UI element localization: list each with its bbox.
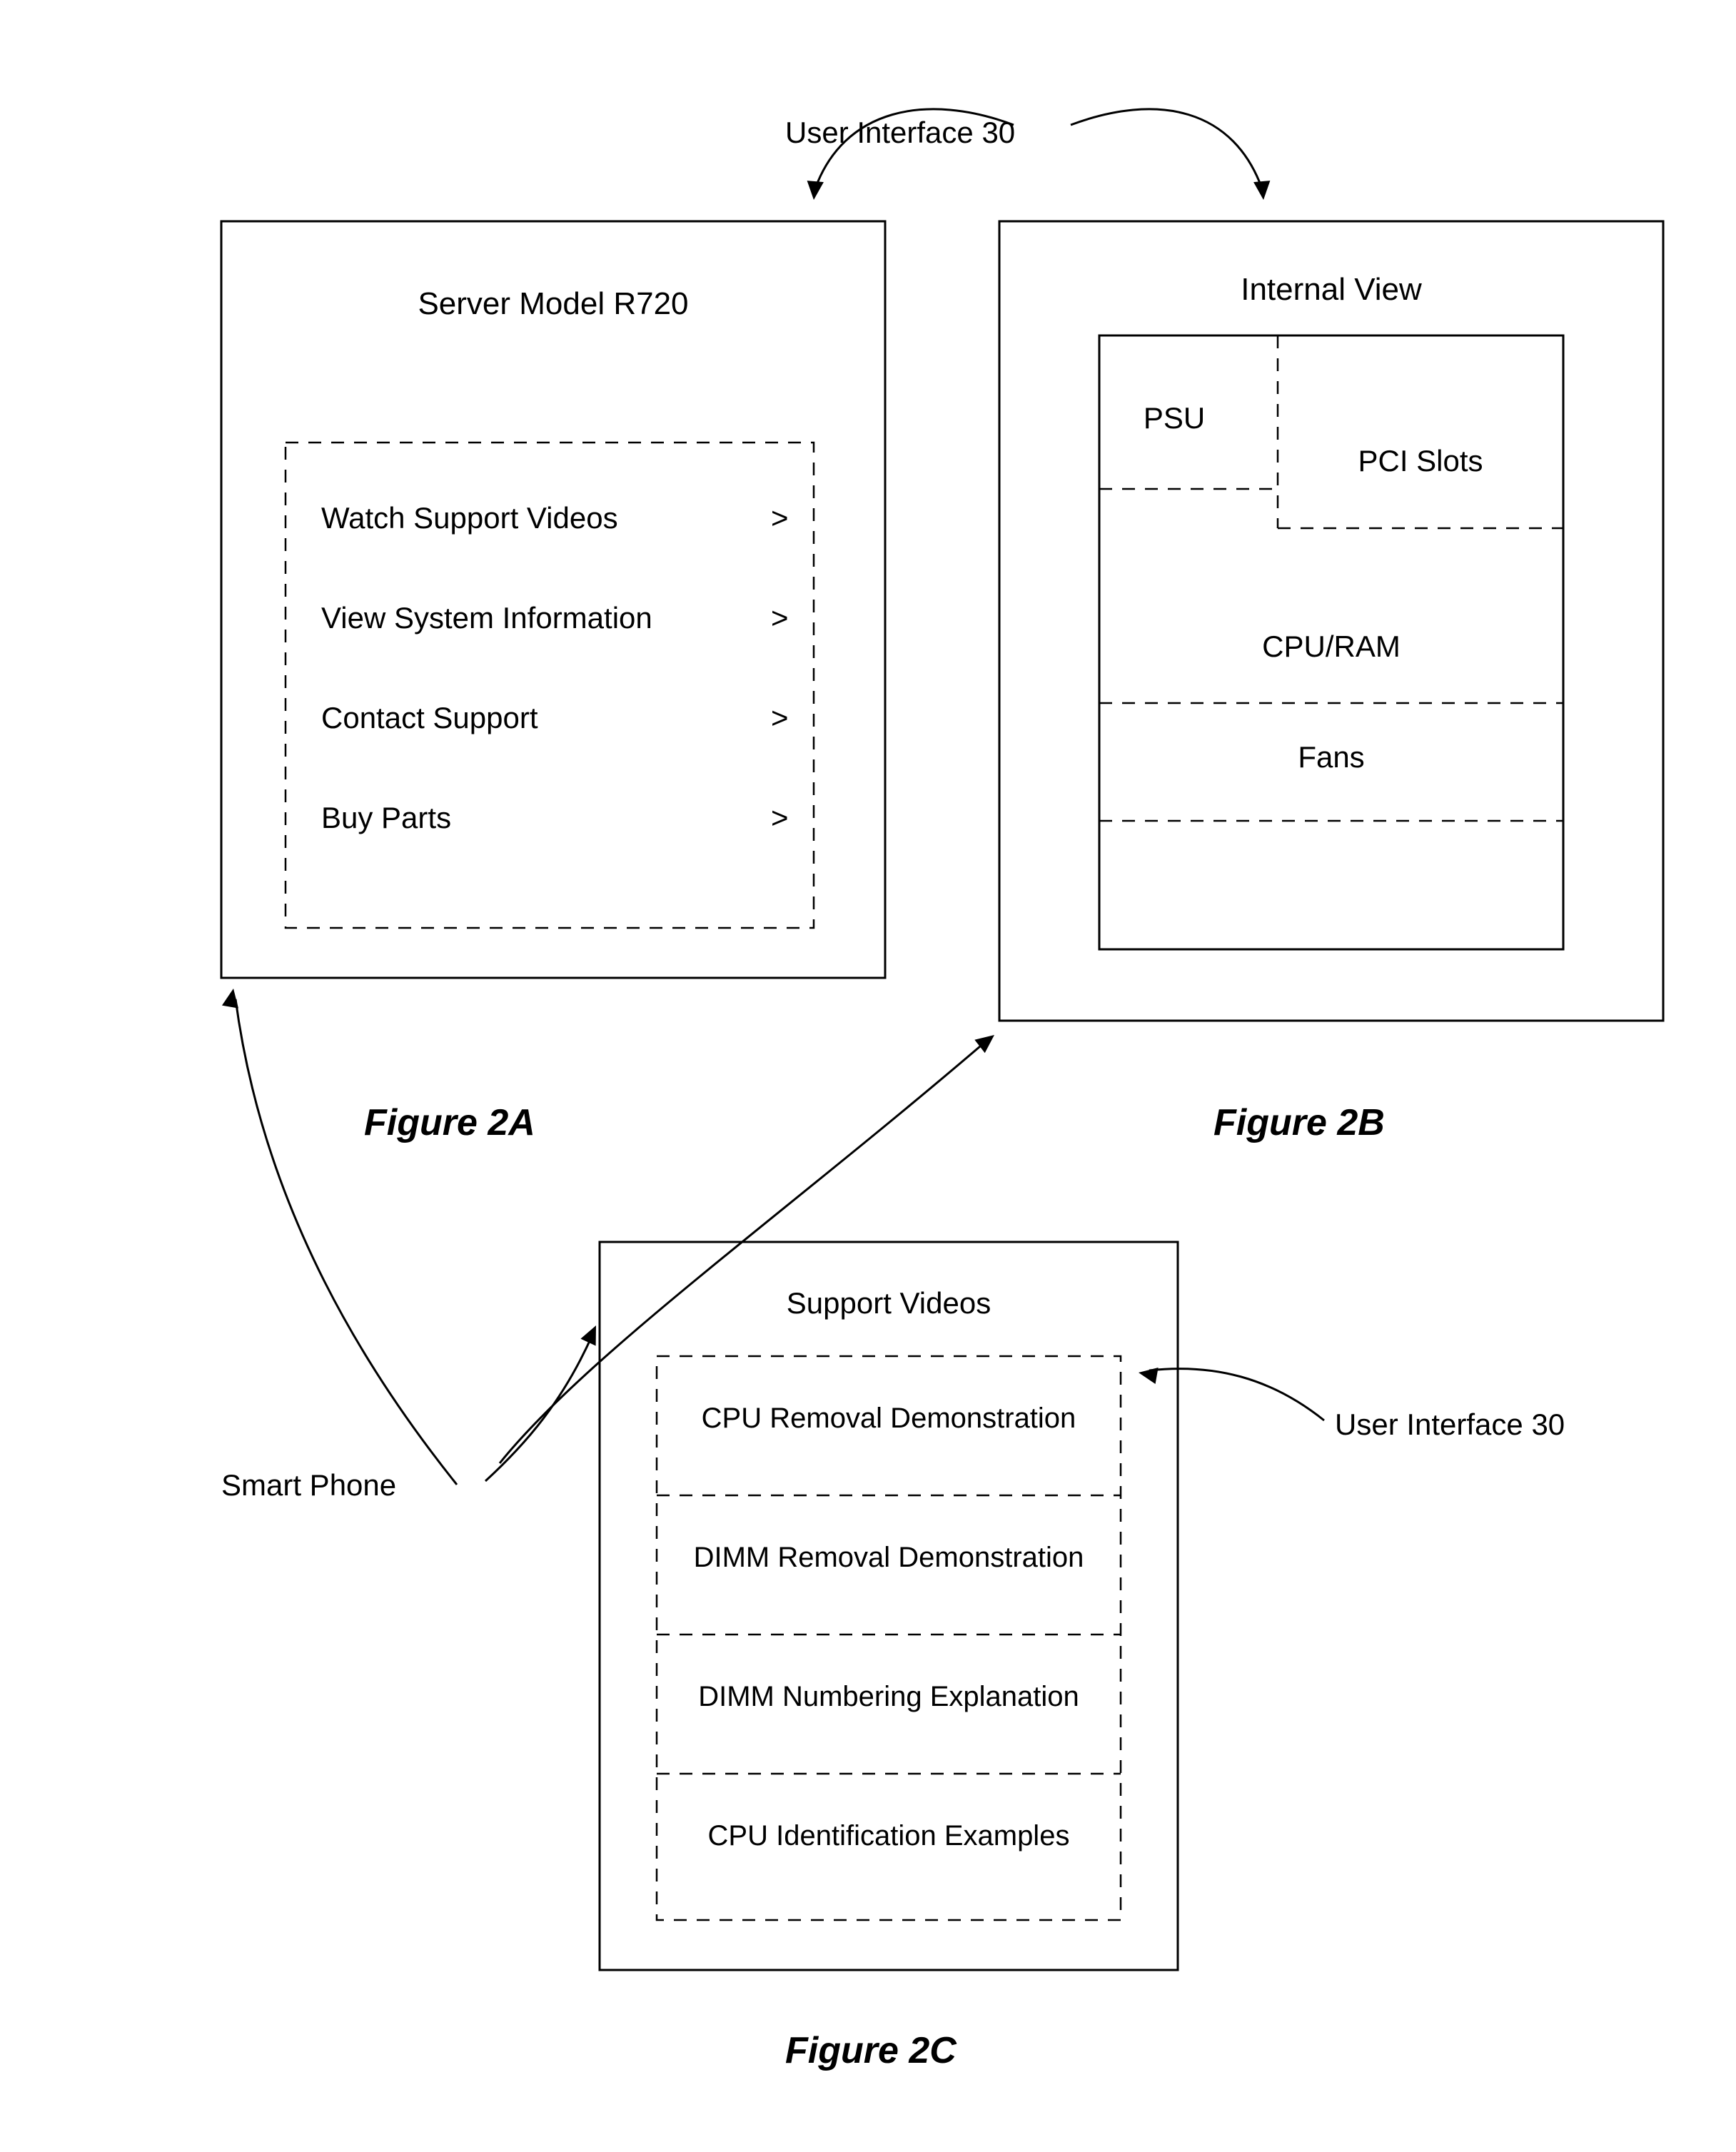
arrow-ui_right_to_C bbox=[1149, 1369, 1324, 1420]
arrow-phone_to_C bbox=[485, 1335, 592, 1481]
fig-a-menu-item[interactable]: Contact Support bbox=[321, 701, 538, 734]
chevron-right-icon: > bbox=[771, 801, 789, 834]
fig-c-video-item[interactable]: CPU Identification Examples bbox=[708, 1820, 1070, 1852]
fig-c-phone-outline bbox=[600, 1242, 1178, 1970]
arrow-phone_to_A bbox=[236, 999, 457, 1485]
fig-a-menu-item[interactable]: Buy Parts bbox=[321, 801, 451, 834]
annotation-ui-30-top: User Interface 30 bbox=[785, 116, 1015, 149]
fig-a-menu-item[interactable]: View System Information bbox=[321, 601, 652, 635]
annotation-smart-phone: Smart Phone bbox=[221, 1468, 396, 1502]
cpu-ram-region[interactable]: CPU/RAM bbox=[1262, 630, 1401, 663]
arrow-ui_top_to_B bbox=[1071, 109, 1263, 193]
psu-region[interactable]: PSU bbox=[1144, 401, 1205, 435]
fig-c-title: Support Videos bbox=[787, 1286, 991, 1320]
fig-a-phone-outline bbox=[221, 221, 885, 978]
fig-c-video-item[interactable]: DIMM Removal Demonstration bbox=[694, 1542, 1084, 1573]
chevron-right-icon: > bbox=[771, 501, 789, 535]
fig-a-caption: Figure 2A bbox=[364, 1102, 535, 1143]
fans-region[interactable]: Fans bbox=[1298, 740, 1364, 774]
fig-c-video-item[interactable]: CPU Removal Demonstration bbox=[702, 1403, 1076, 1434]
arrow-phone_to_B bbox=[500, 1042, 985, 1463]
chevron-right-icon: > bbox=[771, 701, 789, 734]
fig-a-title: Server Model R720 bbox=[418, 286, 688, 321]
fig-b-title: Internal View bbox=[1241, 272, 1422, 307]
pci-region[interactable]: PCI Slots bbox=[1358, 444, 1483, 478]
fig-a-menu-item[interactable]: Watch Support Videos bbox=[321, 501, 618, 535]
chevron-right-icon: > bbox=[771, 601, 789, 635]
annotation-ui-30-right: User Interface 30 bbox=[1335, 1408, 1565, 1441]
fig-c-video-item[interactable]: DIMM Numbering Explanation bbox=[698, 1681, 1079, 1712]
fig-c-caption: Figure 2C bbox=[785, 2030, 957, 2071]
fig-b-caption: Figure 2B bbox=[1213, 1102, 1385, 1143]
